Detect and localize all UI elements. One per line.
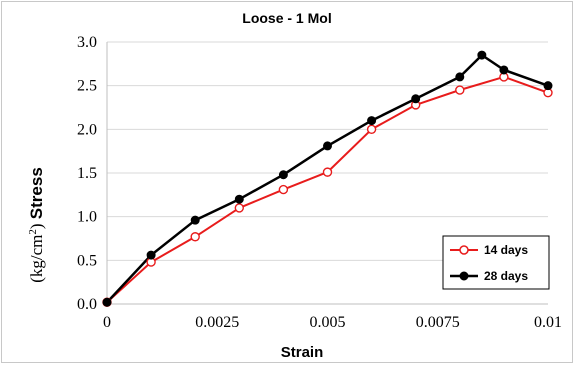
data-point-28-days [146,250,156,260]
axes [106,42,548,305]
data-point-28-days [499,65,509,75]
y-tick-label: 0.5 [77,252,97,269]
x-axis-title: Strain [281,344,324,361]
tick-labels: 0.0 0.5 1.0 1.5 2.0 2.5 3.0 0 0.0025 0.005 0.0075 0… [77,34,562,331]
data-point-28-days [367,116,377,126]
data-point-28-days [543,81,553,91]
data-point-14-days [455,85,465,95]
series-lines [102,50,553,307]
y-axis-title: (kg/cm2) Stress [27,167,46,283]
x-tick-label: 0.005 [310,314,346,331]
chart-border [1,1,573,363]
y-tick-label: 2.5 [77,78,97,95]
data-point-28-days [477,50,487,60]
data-point-14-days [322,167,333,177]
legend-box [442,235,550,290]
data-point-14-days [366,124,377,135]
legend-marker-14-days [459,245,469,255]
legend-entry-28-days: 28 days [450,269,528,283]
y-axis-title-suffix: ) [27,219,46,229]
y-tick-label: 1.5 [77,165,97,182]
chart-title: Loose - 1 Mol [242,10,331,26]
x-tick-label: 0.0075 [416,314,460,331]
y-tick-label: 3.0 [77,34,97,51]
legend-label-14-days: 14 days [484,243,528,257]
x-tick-label: 0 [103,314,111,331]
legend-label-28-days: 28 days [484,269,528,283]
data-point-28-days [411,94,421,104]
x-tick-label: 0.01 [534,314,562,331]
data-point-14-days [190,232,200,242]
legend-entry-14-days: 14 days [450,243,528,257]
data-point-28-days [234,194,244,204]
legend: 14 days 28 days [442,235,550,290]
y-axis-title-bold: Stress [27,167,46,219]
data-point-14-days [278,184,289,195]
data-point-28-days [323,141,332,151]
x-tick-label: 0.0025 [195,314,239,331]
data-point-28-days [455,72,465,82]
y-axis-title-prefix: (kg/cm [27,235,46,283]
y-axis-title-sup: 2 [27,229,39,235]
data-point-28-days [190,215,200,225]
data-point-28-days [278,170,288,180]
legend-marker-28-days [459,271,469,281]
y-tick-label: 0.0 [77,296,97,313]
y-tick-label: 1.0 [77,209,97,226]
data-point-14-days [234,203,245,213]
data-point-28-days [102,297,112,307]
y-tick-label: 2.0 [77,121,97,138]
